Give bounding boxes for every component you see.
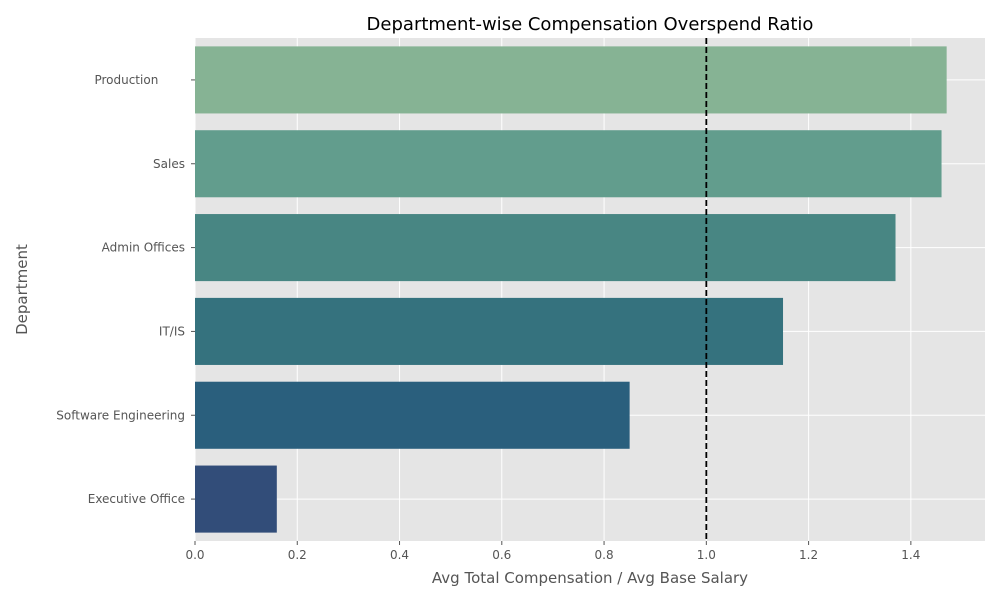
x-axis-title: Avg Total Compensation / Avg Base Salary [432,569,748,587]
bars [195,46,947,533]
x-tick-label: 1.0 [697,548,716,562]
bar-0 [195,46,947,114]
bar-2 [195,214,896,282]
x-tick-label: 1.4 [901,548,920,562]
y-axis-title: Department [13,244,31,335]
y-tick-label: Admin Offices [102,241,185,255]
x-tick-label: 1.2 [799,548,818,562]
y-tick-label: Sales [153,157,185,171]
y-tick-label: IT/IS [159,324,185,338]
x-tick-label: 0.0 [185,548,204,562]
bar-1 [195,130,942,198]
x-tick-label: 0.4 [390,548,409,562]
chart-title: Department-wise Compensation Overspend R… [367,14,814,35]
x-axis-ticks: 0.0 0.2 0.4 0.6 0.8 1.0 1.2 1.4 [185,541,920,562]
bar-4 [195,381,630,449]
bar-3 [195,297,784,365]
x-tick-label: 0.8 [595,548,614,562]
x-tick-label: 0.6 [492,548,511,562]
y-axis-ticks: Production Sales Admin Offices IT/IS Softwa… [56,73,195,506]
x-tick-label: 0.2 [288,548,307,562]
plot-background [195,38,985,541]
y-tick-label: Software Engineering [56,408,185,422]
y-tick-label: Executive Office [88,492,185,506]
y-tick-label: Production [94,73,185,87]
bar-5 [195,465,277,533]
